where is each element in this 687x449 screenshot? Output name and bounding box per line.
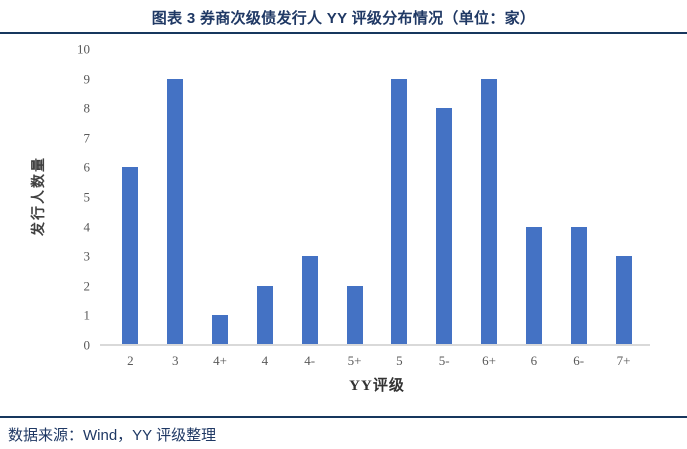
bar <box>570 226 587 345</box>
y-tick-label: 5 <box>83 189 91 205</box>
bar <box>301 256 318 345</box>
bar <box>615 256 632 345</box>
x-axis-line <box>100 344 650 346</box>
x-tick-label: 2 <box>127 353 134 368</box>
bar-slot <box>511 49 556 345</box>
bar <box>256 285 273 345</box>
bar <box>167 78 184 345</box>
data-source-note: 数据来源：Wind，YY 评级整理 <box>8 427 217 444</box>
title-divider-line <box>0 32 687 34</box>
bar-slot <box>198 49 243 345</box>
y-axis-title: 发行人数量 <box>32 156 47 236</box>
x-axis-title: YY评级 <box>349 378 405 394</box>
x-tick-label: 3 <box>171 353 179 368</box>
bar <box>346 285 363 345</box>
y-tick-label: 9 <box>83 71 91 87</box>
bars-container <box>108 49 646 345</box>
bar <box>525 226 542 345</box>
y-axis-tick-labels: 0 1 2 3 4 5 6 7 8 9 10 <box>58 43 91 352</box>
bar-slot <box>377 49 422 345</box>
figure-title: 图表 3 券商次级债发行人 YY 评级分布情况（单位：家） <box>151 10 536 27</box>
bar-slot <box>153 49 198 345</box>
bar <box>122 167 139 345</box>
y-tick-label: 6 <box>83 159 91 175</box>
x-tick-label: 6 <box>530 353 538 368</box>
y-tick-label: 0 <box>83 337 91 353</box>
footer-divider-line <box>0 416 687 418</box>
x-tick-label: 4- <box>304 353 316 368</box>
bar-slot <box>601 49 646 345</box>
bar <box>212 315 229 345</box>
bar-slot <box>422 49 467 345</box>
bar-slot <box>332 49 377 345</box>
bar-slot <box>467 49 512 345</box>
x-axis-tick-labels: 2 3 4+ 4 4- 5+ 5 5- 6+ 6 6- 7+ <box>108 353 646 369</box>
bar <box>481 78 498 345</box>
bar <box>436 108 453 345</box>
y-tick-label: 8 <box>83 100 91 116</box>
x-tick-label: 4 <box>261 353 269 368</box>
y-tick-label: 3 <box>83 248 91 264</box>
bar <box>391 78 408 345</box>
x-tick-label: 5+ <box>347 353 362 368</box>
x-tick-label: 7+ <box>616 353 631 368</box>
x-tick-label: 6+ <box>482 353 496 368</box>
bar-slot <box>287 49 332 345</box>
x-tick-label: 5- <box>438 353 450 368</box>
x-tick-label: 4+ <box>213 353 227 368</box>
bar-slot <box>556 49 601 345</box>
plot-area <box>100 49 650 346</box>
bar-slot <box>108 49 153 345</box>
y-tick-label: 10 <box>77 41 90 57</box>
bar-slot <box>242 49 287 345</box>
y-tick-label: 2 <box>83 278 91 294</box>
y-tick-label: 7 <box>83 130 91 146</box>
x-tick-label: 6- <box>573 353 585 368</box>
y-tick-label: 4 <box>83 219 91 235</box>
x-tick-label: 5 <box>396 353 403 368</box>
y-tick-label: 1 <box>83 307 91 323</box>
